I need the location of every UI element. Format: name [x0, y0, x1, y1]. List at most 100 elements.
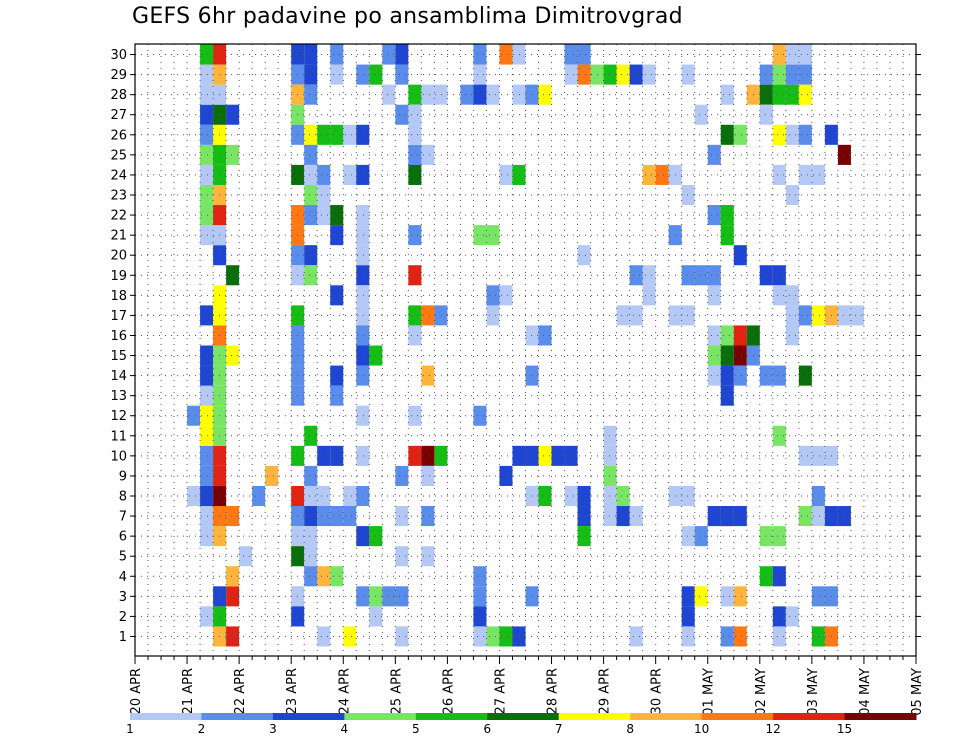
- heatmap-cell: [304, 245, 318, 266]
- heatmap-cell: [408, 225, 422, 246]
- heatmap-cell: [408, 265, 422, 286]
- heatmap-cell: [421, 144, 435, 165]
- legend-label: 7: [555, 722, 563, 736]
- heatmap-cell: [720, 124, 734, 145]
- heatmap-cell: [733, 325, 747, 346]
- heatmap-cell: [707, 506, 721, 527]
- legend-swatch: [130, 713, 202, 720]
- heatmap-cell: [564, 64, 578, 85]
- heatmap-cell: [798, 84, 812, 105]
- heatmap-cell: [226, 144, 240, 165]
- heatmap-cell: [486, 305, 500, 326]
- x-tick-label: 26 APR: [441, 668, 456, 714]
- heatmap-cell: [330, 365, 344, 386]
- heatmap-cell: [395, 44, 409, 65]
- heatmap-cell: [421, 465, 435, 486]
- heatmap-cell: [811, 485, 825, 507]
- legend-swatch: [773, 713, 846, 720]
- legend-swatch: [630, 713, 703, 720]
- heatmap-cell: [785, 305, 799, 326]
- heatmap-cell: [733, 586, 747, 607]
- heatmap-cell: [265, 465, 279, 486]
- x-tick-label: 04 MAY: [858, 668, 873, 716]
- heatmap-cell: [356, 285, 370, 306]
- y-tick-label: 26: [110, 128, 127, 143]
- heatmap-cell: [577, 64, 591, 85]
- heatmap-cell: [707, 345, 721, 366]
- heatmap-cell: [408, 305, 422, 326]
- legend-label: 15: [837, 722, 852, 736]
- heatmap-cell: [603, 465, 617, 486]
- y-tick-label: 7: [119, 510, 127, 525]
- heatmap-cell: [616, 506, 630, 527]
- heatmap-cell: [434, 445, 448, 466]
- heatmap-cell: [733, 626, 747, 647]
- heatmap-cell: [200, 64, 214, 85]
- heatmap-cell: [356, 164, 370, 185]
- heatmap-cell: [694, 526, 708, 547]
- y-tick-label: 1: [119, 630, 127, 645]
- y-axis: 1234567891011121314151617181920212223242…: [110, 48, 921, 645]
- heatmap-cell: [655, 164, 669, 185]
- legend-swatch: [201, 713, 274, 720]
- heatmap-cell: [551, 445, 565, 466]
- heatmap-cell: [837, 144, 851, 165]
- heatmap-cell: [785, 184, 799, 206]
- heatmap-cell: [473, 84, 487, 105]
- legend-swatch: [701, 713, 774, 720]
- x-axis: 20 APR 21 APR 22 APR 23 APR 24 APR 25 APR 26 A…: [129, 656, 925, 716]
- heatmap-cell: [356, 586, 370, 607]
- heatmap-cell: [226, 626, 240, 647]
- heatmap-cell: [603, 445, 617, 466]
- x-tick-label: 24 APR: [337, 668, 352, 714]
- heatmap-cell: [304, 265, 318, 286]
- heatmap-cell: [785, 606, 799, 627]
- heatmap-cell: [707, 265, 721, 286]
- heatmap-cell: [707, 365, 721, 386]
- heatmap-cell: [694, 265, 708, 286]
- heatmap-cell: [304, 84, 318, 105]
- heatmap-cell: [720, 84, 734, 105]
- y-tick-label: 8: [119, 490, 127, 505]
- heatmap-cell: [785, 325, 799, 346]
- heatmap-cell: [798, 445, 812, 466]
- y-tick-label: 28: [110, 88, 127, 103]
- heatmap-cell: [720, 345, 734, 366]
- heatmap-cell: [317, 124, 331, 145]
- heatmap-cell: [694, 586, 708, 607]
- heatmap-cell: [304, 64, 318, 85]
- x-tick-label: 22 APR: [233, 668, 248, 714]
- heatmap-cell: [356, 526, 370, 547]
- legend-label: 6: [483, 722, 491, 736]
- x-tick-label: 01 MAY: [702, 668, 717, 716]
- heatmap-cell: [785, 124, 799, 145]
- heatmap-cell: [304, 425, 318, 446]
- heatmap-cell: [512, 44, 526, 65]
- dotted-grid: [135, 44, 916, 656]
- heatmap-cell: [720, 365, 734, 386]
- y-tick-label: 24: [110, 168, 127, 183]
- heatmap-cell: [356, 365, 370, 386]
- heatmap-cell: [200, 104, 214, 125]
- heatmap-cell: [356, 345, 370, 366]
- heatmap-cell: [681, 64, 695, 85]
- heatmap-cell: [681, 485, 695, 507]
- heatmap-cell: [811, 626, 825, 647]
- y-tick-label: 14: [110, 369, 127, 384]
- y-tick-label: 10: [110, 449, 127, 464]
- heatmap-cell: [603, 64, 617, 85]
- x-tick-label: 27 APR: [493, 668, 508, 714]
- heatmap-cell: [421, 84, 435, 105]
- y-tick-label: 12: [110, 409, 127, 424]
- heatmap-cell: [538, 325, 552, 346]
- heatmap-cell: [304, 526, 318, 547]
- heatmap-cell: [408, 164, 422, 185]
- heatmap-cell: [187, 405, 201, 426]
- heatmap-cell: [200, 526, 214, 547]
- heatmap-cell: [330, 506, 344, 527]
- heatmap-cell: [200, 84, 214, 105]
- heatmap-cell: [642, 265, 656, 286]
- heatmap-cell: [473, 566, 487, 587]
- heatmap-cell: [538, 445, 552, 466]
- legend-swatch: [415, 713, 488, 720]
